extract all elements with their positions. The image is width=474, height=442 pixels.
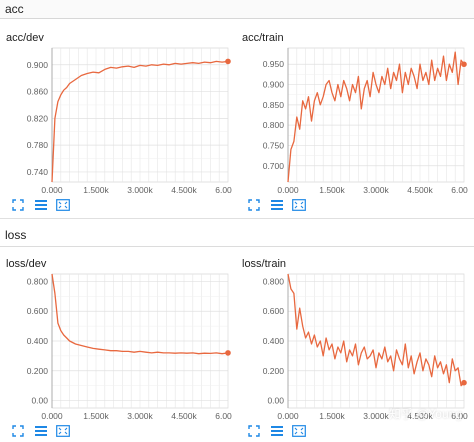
y-tick-label: 0.950	[263, 59, 285, 69]
chart-card-loss-dev: loss/dev 0.00 0.200 0.400 0.600 0.800 0.000 1.…	[0, 250, 232, 437]
section-divider	[0, 218, 474, 219]
x-tick-label: 3.000k	[127, 411, 153, 420]
y-tick-label: 0.200	[27, 366, 49, 376]
y-tick-label: 0.200	[263, 366, 285, 376]
x-tick-label: 1.500k	[83, 411, 109, 420]
y-tick-label: 0.400	[27, 336, 49, 346]
y-tick-label: 0.900	[263, 80, 285, 90]
fullscreen-icon[interactable]	[248, 424, 262, 437]
x-tick-label: 1.500k	[83, 185, 109, 194]
y-tick-label: 0.00	[31, 396, 48, 406]
x-tick-label: 1.500k	[319, 411, 345, 420]
x-tick-label: 4.500k	[171, 411, 197, 420]
x-tick-label: 3.000k	[127, 185, 153, 194]
x-tick-label: 6.000k	[215, 411, 232, 420]
line-chart-acc-dev: 0.740 0.780 0.820 0.860 0.900 0.000 1.500k 3.00…	[27, 47, 232, 194]
data-table-icon[interactable]	[270, 198, 284, 210]
y-tick-label: 0.600	[27, 306, 49, 316]
y-tick-label: 0.740	[27, 167, 49, 177]
line-chart-loss-dev: 0.00 0.200 0.400 0.600 0.800 0.000 1.500k 3.000…	[27, 273, 232, 420]
series-line	[51, 60, 229, 183]
chart-title: acc/dev	[6, 32, 44, 44]
y-tick-label: 0.820	[27, 113, 49, 123]
y-tick-label: 0.800	[263, 276, 285, 286]
section-title: acc	[5, 2, 24, 16]
chart-card-acc-train: acc/train 0.700 0.750 0.800 0.850 0.900 0.950…	[236, 24, 468, 211]
series-end-marker	[461, 379, 467, 386]
y-tick-label: 0.00	[267, 396, 284, 406]
y-tick-label: 0.860	[27, 87, 49, 97]
y-tick-label: 0.780	[27, 140, 49, 150]
y-tick-label: 0.600	[263, 306, 285, 316]
x-tick-label: 6.000k	[451, 411, 468, 420]
section-header-acc[interactable]: acc	[0, 0, 474, 19]
watermark: 知乎 @Young	[388, 407, 462, 421]
fit-domain-icon[interactable]	[292, 424, 306, 437]
chart-title: acc/train	[242, 32, 284, 44]
series-end-marker	[225, 350, 231, 356]
series-end-marker	[225, 58, 231, 65]
data-table-icon[interactable]	[34, 424, 48, 436]
x-tick-label: 3.000k	[363, 185, 389, 194]
line-chart-acc-train: 0.700 0.750 0.800 0.850 0.900 0.950 0.000 1.500…	[263, 47, 468, 194]
line-chart-loss-train: 0.00 0.200 0.400 0.600 0.800 0.000 1.500k 3.000…	[263, 273, 468, 420]
x-tick-label: 0.000	[277, 411, 299, 420]
y-tick-label: 0.400	[263, 336, 285, 346]
series-line	[287, 273, 465, 387]
x-tick-label: 1.500k	[319, 185, 345, 194]
chart-card-acc-dev: acc/dev 0.740 0.780 0.820 0.860 0.900 0.000 1.…	[0, 24, 232, 211]
x-tick-label: 3.000k	[363, 411, 389, 420]
fit-domain-icon[interactable]	[292, 198, 306, 211]
y-tick-label: 0.750	[263, 140, 285, 150]
y-tick-label: 0.850	[263, 100, 285, 110]
chart-title: loss/dev	[6, 258, 47, 270]
series-line	[51, 273, 229, 355]
y-tick-label: 0.800	[263, 120, 285, 130]
y-tick-label: 0.900	[27, 60, 49, 70]
x-tick-label: 4.500k	[407, 411, 433, 420]
series-end-marker	[461, 61, 467, 68]
y-tick-label: 0.800	[27, 276, 49, 286]
x-tick-label: 0.000	[41, 185, 63, 194]
x-tick-label: 0.000	[41, 411, 63, 420]
chart-card-loss-train: loss/train 0.00 0.200 0.400 0.600 0.800 0.000…	[236, 250, 468, 437]
data-table-icon[interactable]	[34, 198, 48, 210]
chart-title: loss/train	[242, 258, 287, 270]
section-header-loss[interactable]: loss	[0, 226, 474, 247]
series-line	[287, 51, 465, 183]
fullscreen-icon[interactable]	[12, 198, 26, 211]
x-tick-label: 0.000	[277, 185, 299, 194]
y-tick-label: 0.700	[263, 161, 285, 171]
fullscreen-icon[interactable]	[12, 424, 26, 437]
x-tick-label: 6.000k	[451, 185, 468, 194]
fit-domain-icon[interactable]	[56, 198, 70, 211]
fullscreen-icon[interactable]	[248, 198, 262, 211]
data-table-icon[interactable]	[270, 424, 284, 436]
x-tick-label: 4.500k	[171, 185, 197, 194]
fit-domain-icon[interactable]	[56, 424, 70, 437]
x-tick-label: 4.500k	[407, 185, 433, 194]
section-title: loss	[5, 228, 27, 242]
x-tick-label: 6.000k	[215, 185, 232, 194]
